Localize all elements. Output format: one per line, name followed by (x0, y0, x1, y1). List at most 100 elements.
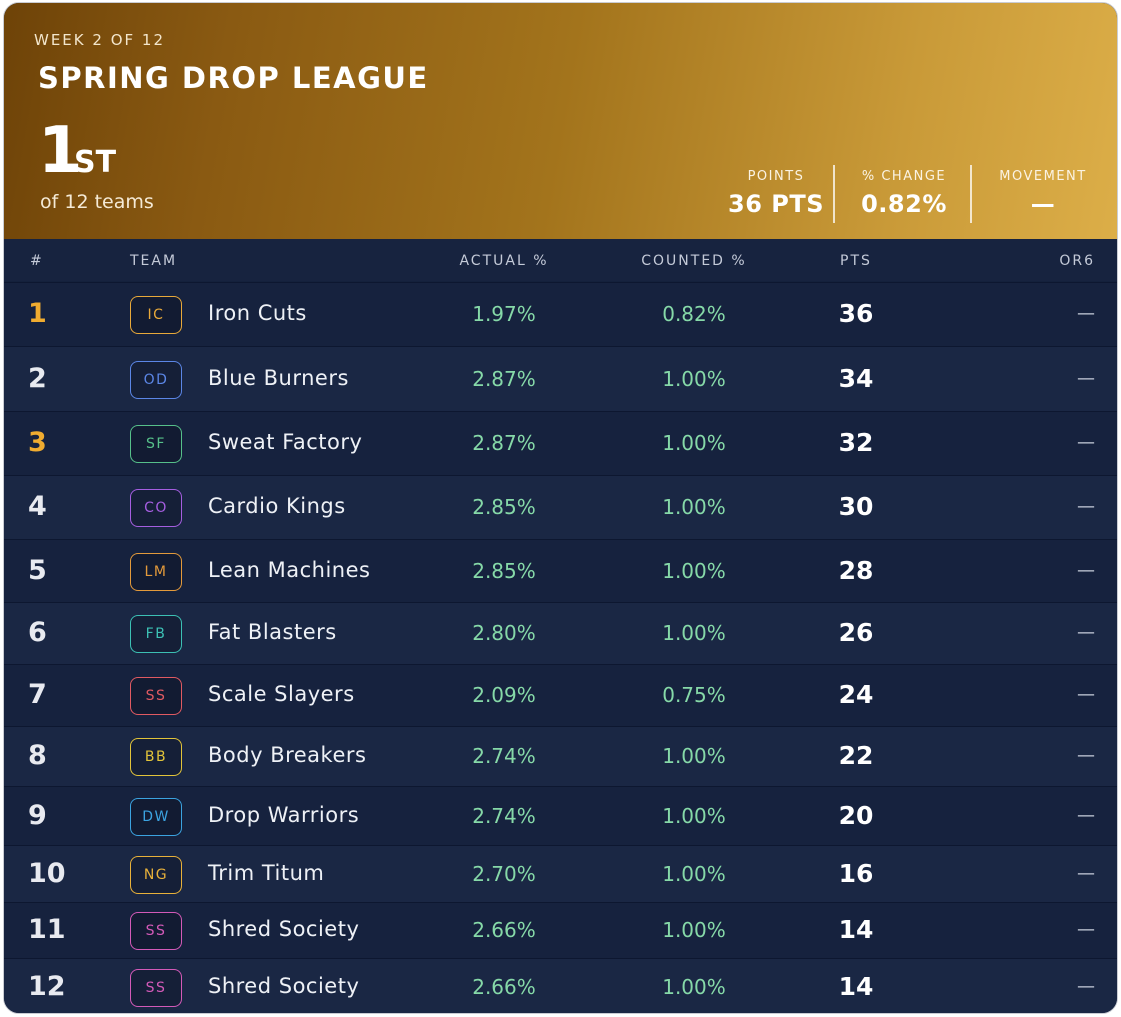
row-rank: 3 (28, 427, 47, 458)
table-row[interactable]: 7 SS Scale Slayers 2.09% 0.75% 24 — (4, 664, 1117, 726)
column-header-actual[interactable]: ACTUAL % (459, 253, 549, 269)
team-name[interactable]: Sweat Factory (208, 430, 363, 454)
team-avatar-badge: NG (130, 855, 182, 894)
movement-stat-value: — (1030, 190, 1056, 218)
row-rank: 10 (28, 857, 66, 889)
row-rank: 12 (28, 970, 66, 1002)
points-stat: POINTS 36 PTS (716, 169, 836, 218)
movement-indicator: — (1077, 432, 1095, 453)
actual-percent: 2.66% (472, 918, 536, 942)
actual-percent: 2.85% (472, 495, 536, 519)
table-row[interactable]: 11 SS Shred Society 2.66% 1.00% 14 — (4, 902, 1117, 958)
table-row[interactable]: 4 CO Cardio Kings 2.85% 1.00% 30 — (4, 475, 1117, 539)
movement-indicator: — (1077, 303, 1095, 324)
counted-percent: 1.00% (662, 431, 726, 455)
team-points: 28 (838, 555, 874, 585)
column-header-rank[interactable]: # (30, 253, 44, 269)
team-avatar-badge: SS (130, 968, 182, 1007)
movement-indicator: — (1077, 559, 1095, 581)
row-rank: 6 (28, 617, 47, 648)
team-avatar-badge: CO (130, 489, 182, 527)
counted-percent: 1.00% (662, 918, 726, 942)
counted-percent: 1.00% (662, 621, 726, 645)
team-points: 14 (838, 915, 874, 944)
table-row[interactable]: 6 FB Fat Blasters 2.80% 1.00% 26 — (4, 602, 1117, 664)
actual-percent: 2.74% (472, 803, 536, 828)
team-avatar-badge: BB (130, 738, 182, 776)
counted-percent: 1.00% (662, 803, 726, 828)
team-name[interactable]: Trim Titum (208, 860, 325, 885)
team-avatar-badge: SF (130, 425, 182, 463)
movement-indicator: — (1077, 975, 1095, 997)
actual-percent: 2.09% (472, 683, 536, 707)
team-avatar-badge: FB (130, 615, 182, 653)
team-name[interactable]: Shred Society (208, 973, 360, 998)
column-header-pts[interactable]: PTS (840, 253, 872, 269)
row-rank: 5 (28, 554, 47, 586)
row-rank: 9 (28, 799, 47, 831)
team-avatar-badge: IC (130, 296, 182, 334)
counted-percent: 0.75% (662, 683, 726, 707)
counted-percent: 1.00% (662, 744, 726, 768)
percent-change-stat-value: 0.82% (861, 190, 947, 218)
team-avatar-badge: LM (130, 552, 182, 591)
team-points: 20 (838, 800, 874, 830)
movement-indicator: — (1077, 862, 1095, 884)
team-points: 24 (838, 680, 874, 709)
team-name[interactable]: Cardio Kings (208, 494, 346, 518)
team-name[interactable]: Fat Blasters (208, 620, 337, 644)
counted-percent: 1.00% (662, 861, 726, 886)
team-name[interactable]: Lean Machines (208, 557, 371, 582)
counted-percent: 1.00% (662, 558, 726, 583)
team-name[interactable]: Drop Warriors (208, 802, 360, 827)
points-stat-value: 36 PTS (728, 190, 824, 218)
team-points: 26 (838, 618, 874, 647)
movement-stat: MOVEMENT — (984, 169, 1102, 218)
movement-indicator: — (1077, 804, 1095, 826)
actual-percent: 2.85% (472, 558, 536, 583)
team-avatar-badge: DW (130, 797, 182, 836)
actual-percent: 2.74% (472, 744, 536, 768)
league-title: SPRING DROP LEAGUE (38, 61, 429, 95)
current-rank-number: 1 (38, 114, 83, 188)
movement-stat-label: MOVEMENT (999, 169, 1087, 184)
table-row[interactable]: 10 NG Trim Titum 2.70% 1.00% 16 — (4, 845, 1117, 902)
table-row[interactable]: 2 OD Blue Burners 2.87% 1.00% 34 — (4, 346, 1117, 411)
actual-percent: 2.87% (472, 366, 536, 391)
team-points: 16 (838, 858, 874, 888)
row-rank: 11 (28, 914, 66, 945)
actual-percent: 2.70% (472, 861, 536, 886)
team-name[interactable]: Blue Burners (208, 365, 349, 390)
team-avatar-badge: OD (130, 360, 182, 399)
movement-indicator: — (1077, 745, 1095, 766)
actual-percent: 1.97% (472, 302, 536, 326)
row-rank: 1 (28, 298, 47, 329)
table-row[interactable]: 5 LM Lean Machines 2.85% 1.00% 28 — (4, 539, 1117, 602)
table-row[interactable]: 12 SS Shred Society 2.66% 1.00% 14 — (4, 958, 1117, 1013)
column-header-counted[interactable]: COUNTED % (641, 253, 747, 269)
points-stat-label: POINTS (747, 169, 805, 184)
team-avatar-badge: SS (130, 677, 182, 715)
row-rank: 2 (28, 362, 47, 394)
table-row[interactable]: 3 SF Sweat Factory 2.87% 1.00% 32 — (4, 411, 1117, 475)
movement-indicator: — (1077, 622, 1095, 643)
row-rank: 7 (28, 679, 47, 710)
column-header-team[interactable]: TEAM (130, 253, 178, 269)
movement-indicator: — (1077, 496, 1095, 517)
week-label: WEEK 2 OF 12 (34, 31, 165, 49)
table-row[interactable]: 9 DW Drop Warriors 2.74% 1.00% 20 — (4, 786, 1117, 845)
team-points: 14 (838, 971, 874, 1001)
actual-percent: 2.66% (472, 974, 536, 999)
team-points: 32 (838, 428, 874, 457)
counted-percent: 1.00% (662, 366, 726, 391)
team-name[interactable]: Scale Slayers (208, 682, 355, 706)
team-points: 34 (838, 363, 874, 393)
team-name[interactable]: Shred Society (208, 917, 360, 941)
team-name[interactable]: Body Breakers (208, 743, 367, 767)
league-header: WEEK 2 OF 12 SPRING DROP LEAGUE 1 ST of … (4, 3, 1117, 239)
table-row[interactable]: 8 BB Body Breakers 2.74% 1.00% 22 — (4, 726, 1117, 786)
team-name[interactable]: Iron Cuts (208, 301, 307, 325)
table-row[interactable]: 1 IC Iron Cuts 1.97% 0.82% 36 — (4, 282, 1117, 346)
movement-indicator: — (1077, 367, 1095, 389)
column-header-movement[interactable]: OR6 (1059, 253, 1095, 269)
